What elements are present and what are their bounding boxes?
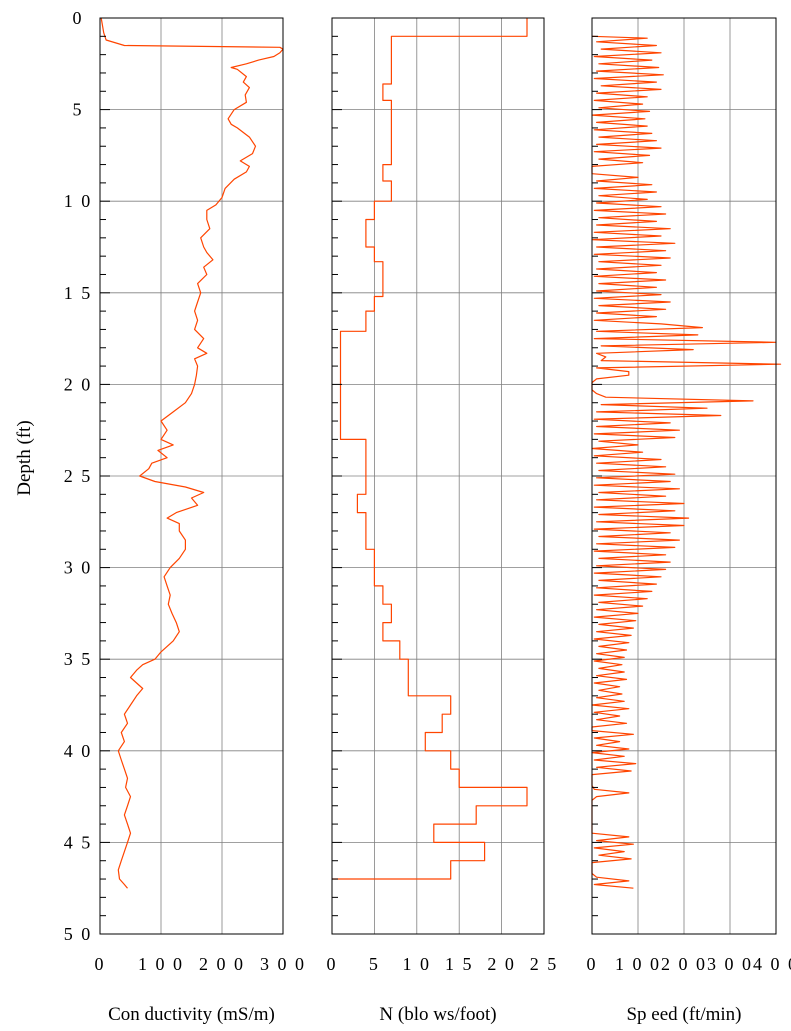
frame-layer bbox=[99, 17, 777, 935]
y-tick-label: 2 5 bbox=[64, 466, 93, 486]
x-axis-label-blow-count: N (blo ws/foot) bbox=[379, 1004, 496, 1025]
x-tick-label: 0 bbox=[95, 954, 106, 974]
series-line-conductivity bbox=[100, 17, 284, 889]
x-axis-label-conductivity: Con ductivity (mS/m) bbox=[108, 1004, 275, 1025]
y-tick-label: 5 bbox=[73, 100, 84, 120]
x-tick-label: 1 5 bbox=[445, 954, 474, 974]
x-tick-label: 2 0 0 bbox=[661, 954, 707, 974]
panel-frame-conductivity bbox=[99, 17, 284, 935]
y-tick-label: 0 bbox=[73, 8, 84, 28]
x-tick-label: 2 5 bbox=[530, 954, 559, 974]
label-layer: Depth (ft) 0 5 1 0 1 5 2 0 2 5 3 0 3 5 4 0 4 5 5 0… bbox=[14, 8, 791, 1025]
x-tick-label: 3 0 0 bbox=[707, 954, 753, 974]
x-axis-label-speed: Sp eed (ft/min) bbox=[626, 1004, 741, 1025]
x-tick-label: 3 0 0 bbox=[260, 954, 306, 974]
y-tick-label: 3 5 bbox=[64, 649, 93, 669]
x-tick-label: 2 0 0 bbox=[199, 954, 245, 974]
x-tick-label: 4 0 0 bbox=[753, 954, 791, 974]
grid-layer bbox=[100, 18, 776, 934]
y-tick-label: 4 0 bbox=[64, 741, 93, 761]
x-tick-label: 1 0 0 bbox=[615, 954, 661, 974]
y-axis-label: Depth (ft) bbox=[14, 420, 35, 495]
panel-frame-speed bbox=[591, 17, 777, 935]
series-layer bbox=[100, 17, 782, 889]
x-tick-label: 1 0 bbox=[403, 954, 432, 974]
panel-frame-blow-count bbox=[331, 17, 545, 935]
series-line-speed bbox=[591, 35, 782, 889]
y-tick-label: 1 0 bbox=[64, 191, 93, 211]
y-tick-label: 4 5 bbox=[64, 832, 93, 852]
x-tick-label: 2 0 bbox=[487, 954, 516, 974]
y-tick-label: 2 0 bbox=[64, 374, 93, 394]
y-tick-label: 5 0 bbox=[64, 924, 93, 944]
series-line-blow-count bbox=[332, 18, 528, 880]
x-tick-label: 1 0 0 bbox=[138, 954, 184, 974]
y-tick-label: 1 5 bbox=[64, 283, 93, 303]
y-tick-label: 3 0 bbox=[64, 558, 93, 578]
x-tick-label: 0 bbox=[587, 954, 598, 974]
x-tick-label: 5 bbox=[369, 954, 380, 974]
x-tick-label: 0 bbox=[327, 954, 338, 974]
